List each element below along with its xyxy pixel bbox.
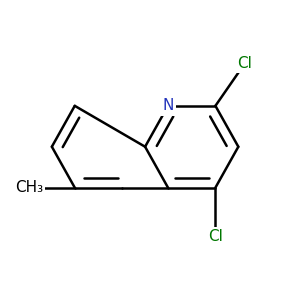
Text: Cl: Cl [208,229,223,244]
Text: N: N [162,98,174,113]
Text: CH₃: CH₃ [15,180,43,195]
Text: Cl: Cl [237,56,252,71]
